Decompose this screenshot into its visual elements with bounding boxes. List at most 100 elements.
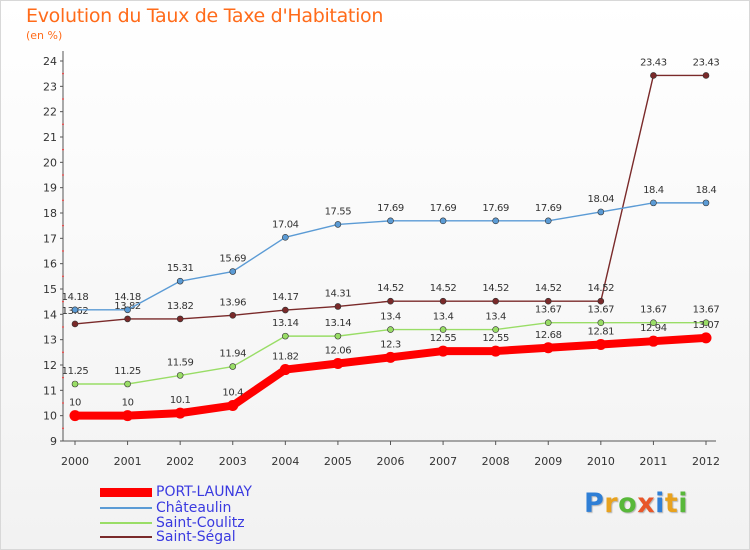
data-label-saint-segal: 14.17	[272, 292, 299, 303]
x-tick-label: 2000	[61, 455, 89, 468]
logo-letter: i	[678, 488, 689, 519]
data-point-saint-coulitz	[439, 326, 447, 333]
data-label-saint-segal: 14.52	[430, 283, 457, 294]
data-point-port-launay	[69, 410, 81, 422]
data-label-port-launay: 10.1	[170, 395, 191, 406]
data-point-saint-coulitz	[650, 319, 657, 326]
data-point-saint-segal	[71, 320, 79, 328]
x-tick-label: 2012	[692, 455, 720, 468]
data-label-port-launay: 10	[69, 398, 81, 409]
data-label-chateaulin: 15.31	[167, 263, 194, 274]
data-point-chateaulin	[597, 208, 605, 216]
y-minor-tick	[62, 174, 64, 176]
data-point-port-launay	[437, 345, 449, 357]
data-point-saint-segal	[439, 297, 447, 305]
x-tick-label: 2007	[429, 455, 457, 468]
data-label-saint-coulitz: 13.67	[693, 305, 720, 316]
data-label-chateaulin: 14.18	[114, 292, 141, 303]
data-label-saint-segal: 14.52	[535, 283, 562, 294]
data-point-saint-coulitz	[124, 380, 131, 388]
data-point-saint-coulitz	[702, 319, 710, 326]
data-point-port-launay	[595, 338, 607, 350]
data-point-saint-coulitz	[334, 332, 342, 340]
data-label-chateaulin: 18.04	[588, 194, 615, 205]
logo-letter: t	[664, 488, 679, 519]
data-label-chateaulin: 18.4	[696, 185, 717, 196]
data-point-saint-coulitz	[597, 319, 605, 326]
data-label-port-launay: 10	[122, 398, 134, 409]
legend-swatch-saint-segal	[100, 536, 152, 538]
y-tick-label: 15	[43, 283, 57, 296]
data-label-chateaulin: 17.69	[482, 203, 509, 214]
data-label-saint-segal: 14.52	[377, 283, 404, 294]
data-label-saint-coulitz: 13.14	[272, 318, 299, 329]
data-label-chateaulin: 18.4	[643, 185, 664, 196]
chart-title: Evolution du Taux de Taxe d'Habitation	[26, 5, 384, 27]
y-tick-label: 23	[43, 80, 57, 93]
data-label-saint-coulitz: 13.14	[325, 318, 352, 329]
y-minor-tick	[62, 72, 64, 75]
data-point-saint-segal	[650, 72, 657, 79]
x-tick-label: 2009	[534, 455, 562, 468]
y-minor-tick	[62, 326, 64, 328]
legend-swatch-saint-coulitz	[100, 522, 152, 524]
legend-entry-port-launay: PORT-LAUNAY	[100, 484, 252, 500]
data-label-saint-segal: 23.43	[693, 57, 720, 68]
data-point-saint-coulitz	[176, 372, 184, 379]
data-label-saint-segal: 13.82	[167, 301, 194, 312]
y-tick-label: 16	[43, 258, 57, 271]
y-tick-label: 21	[43, 131, 57, 144]
data-label-chateaulin: 17.04	[272, 219, 299, 230]
data-point-saint-segal	[492, 297, 499, 305]
data-label-port-launay: 12.94	[640, 323, 667, 334]
data-label-saint-coulitz: 13.67	[588, 305, 615, 316]
x-tick-label: 2005	[324, 455, 352, 468]
data-point-chateaulin	[176, 277, 184, 285]
y-tick-label: 13	[43, 334, 57, 347]
data-label-saint-segal: 23.43	[640, 57, 667, 68]
data-label-saint-coulitz: 13.4	[485, 312, 506, 323]
data-label-port-launay: 10.4	[222, 388, 243, 399]
y-minor-tick	[62, 376, 64, 379]
x-tick-label: 2006	[377, 455, 405, 468]
y-tick-label: 19	[43, 182, 57, 195]
y-tick-label: 11	[43, 384, 57, 397]
y-minor-tick	[62, 123, 64, 126]
legend-swatch-port-launay	[100, 487, 152, 497]
data-point-chateaulin	[71, 306, 79, 314]
data-point-saint-coulitz	[492, 326, 499, 333]
data-point-saint-segal	[544, 297, 552, 305]
legend-label-saint-segal: Saint-Ségal	[156, 529, 236, 545]
data-label-saint-coulitz: 11.94	[219, 349, 246, 360]
data-label-chateaulin: 17.55	[325, 206, 352, 217]
data-label-saint-segal: 14.52	[482, 283, 509, 294]
data-label-port-launay: 12.3	[380, 339, 401, 350]
data-point-port-launay	[490, 345, 502, 357]
data-label-saint-segal: 14.52	[588, 283, 615, 294]
data-point-chateaulin	[282, 234, 289, 241]
y-minor-tick	[62, 148, 64, 151]
data-point-port-launay	[227, 400, 239, 412]
logo-letter: i	[655, 488, 665, 519]
legend-entry-chateaulin: Châteaulin	[100, 500, 232, 516]
data-point-chateaulin	[702, 199, 710, 207]
y-tick-label: 17	[43, 232, 57, 245]
y-minor-tick	[62, 427, 64, 430]
y-tick-label: 20	[43, 156, 57, 169]
y-tick-label: 22	[43, 106, 57, 119]
x-tick-label: 2002	[166, 455, 194, 468]
data-point-chateaulin	[650, 199, 657, 207]
data-label-saint-coulitz: 13.67	[535, 305, 562, 316]
data-point-saint-segal	[334, 303, 342, 310]
data-point-chateaulin	[334, 221, 342, 228]
data-point-saint-segal	[124, 315, 131, 323]
legend-label-chateaulin: Châteaulin	[156, 500, 232, 516]
data-point-saint-coulitz	[229, 363, 237, 370]
y-minor-tick	[62, 199, 64, 202]
data-label-port-launay: 12.55	[430, 333, 457, 344]
data-label-port-launay: 11.82	[272, 352, 299, 363]
data-point-port-launay	[174, 407, 186, 419]
data-point-port-launay	[385, 351, 396, 363]
data-label-saint-segal: 14.31	[325, 288, 352, 299]
